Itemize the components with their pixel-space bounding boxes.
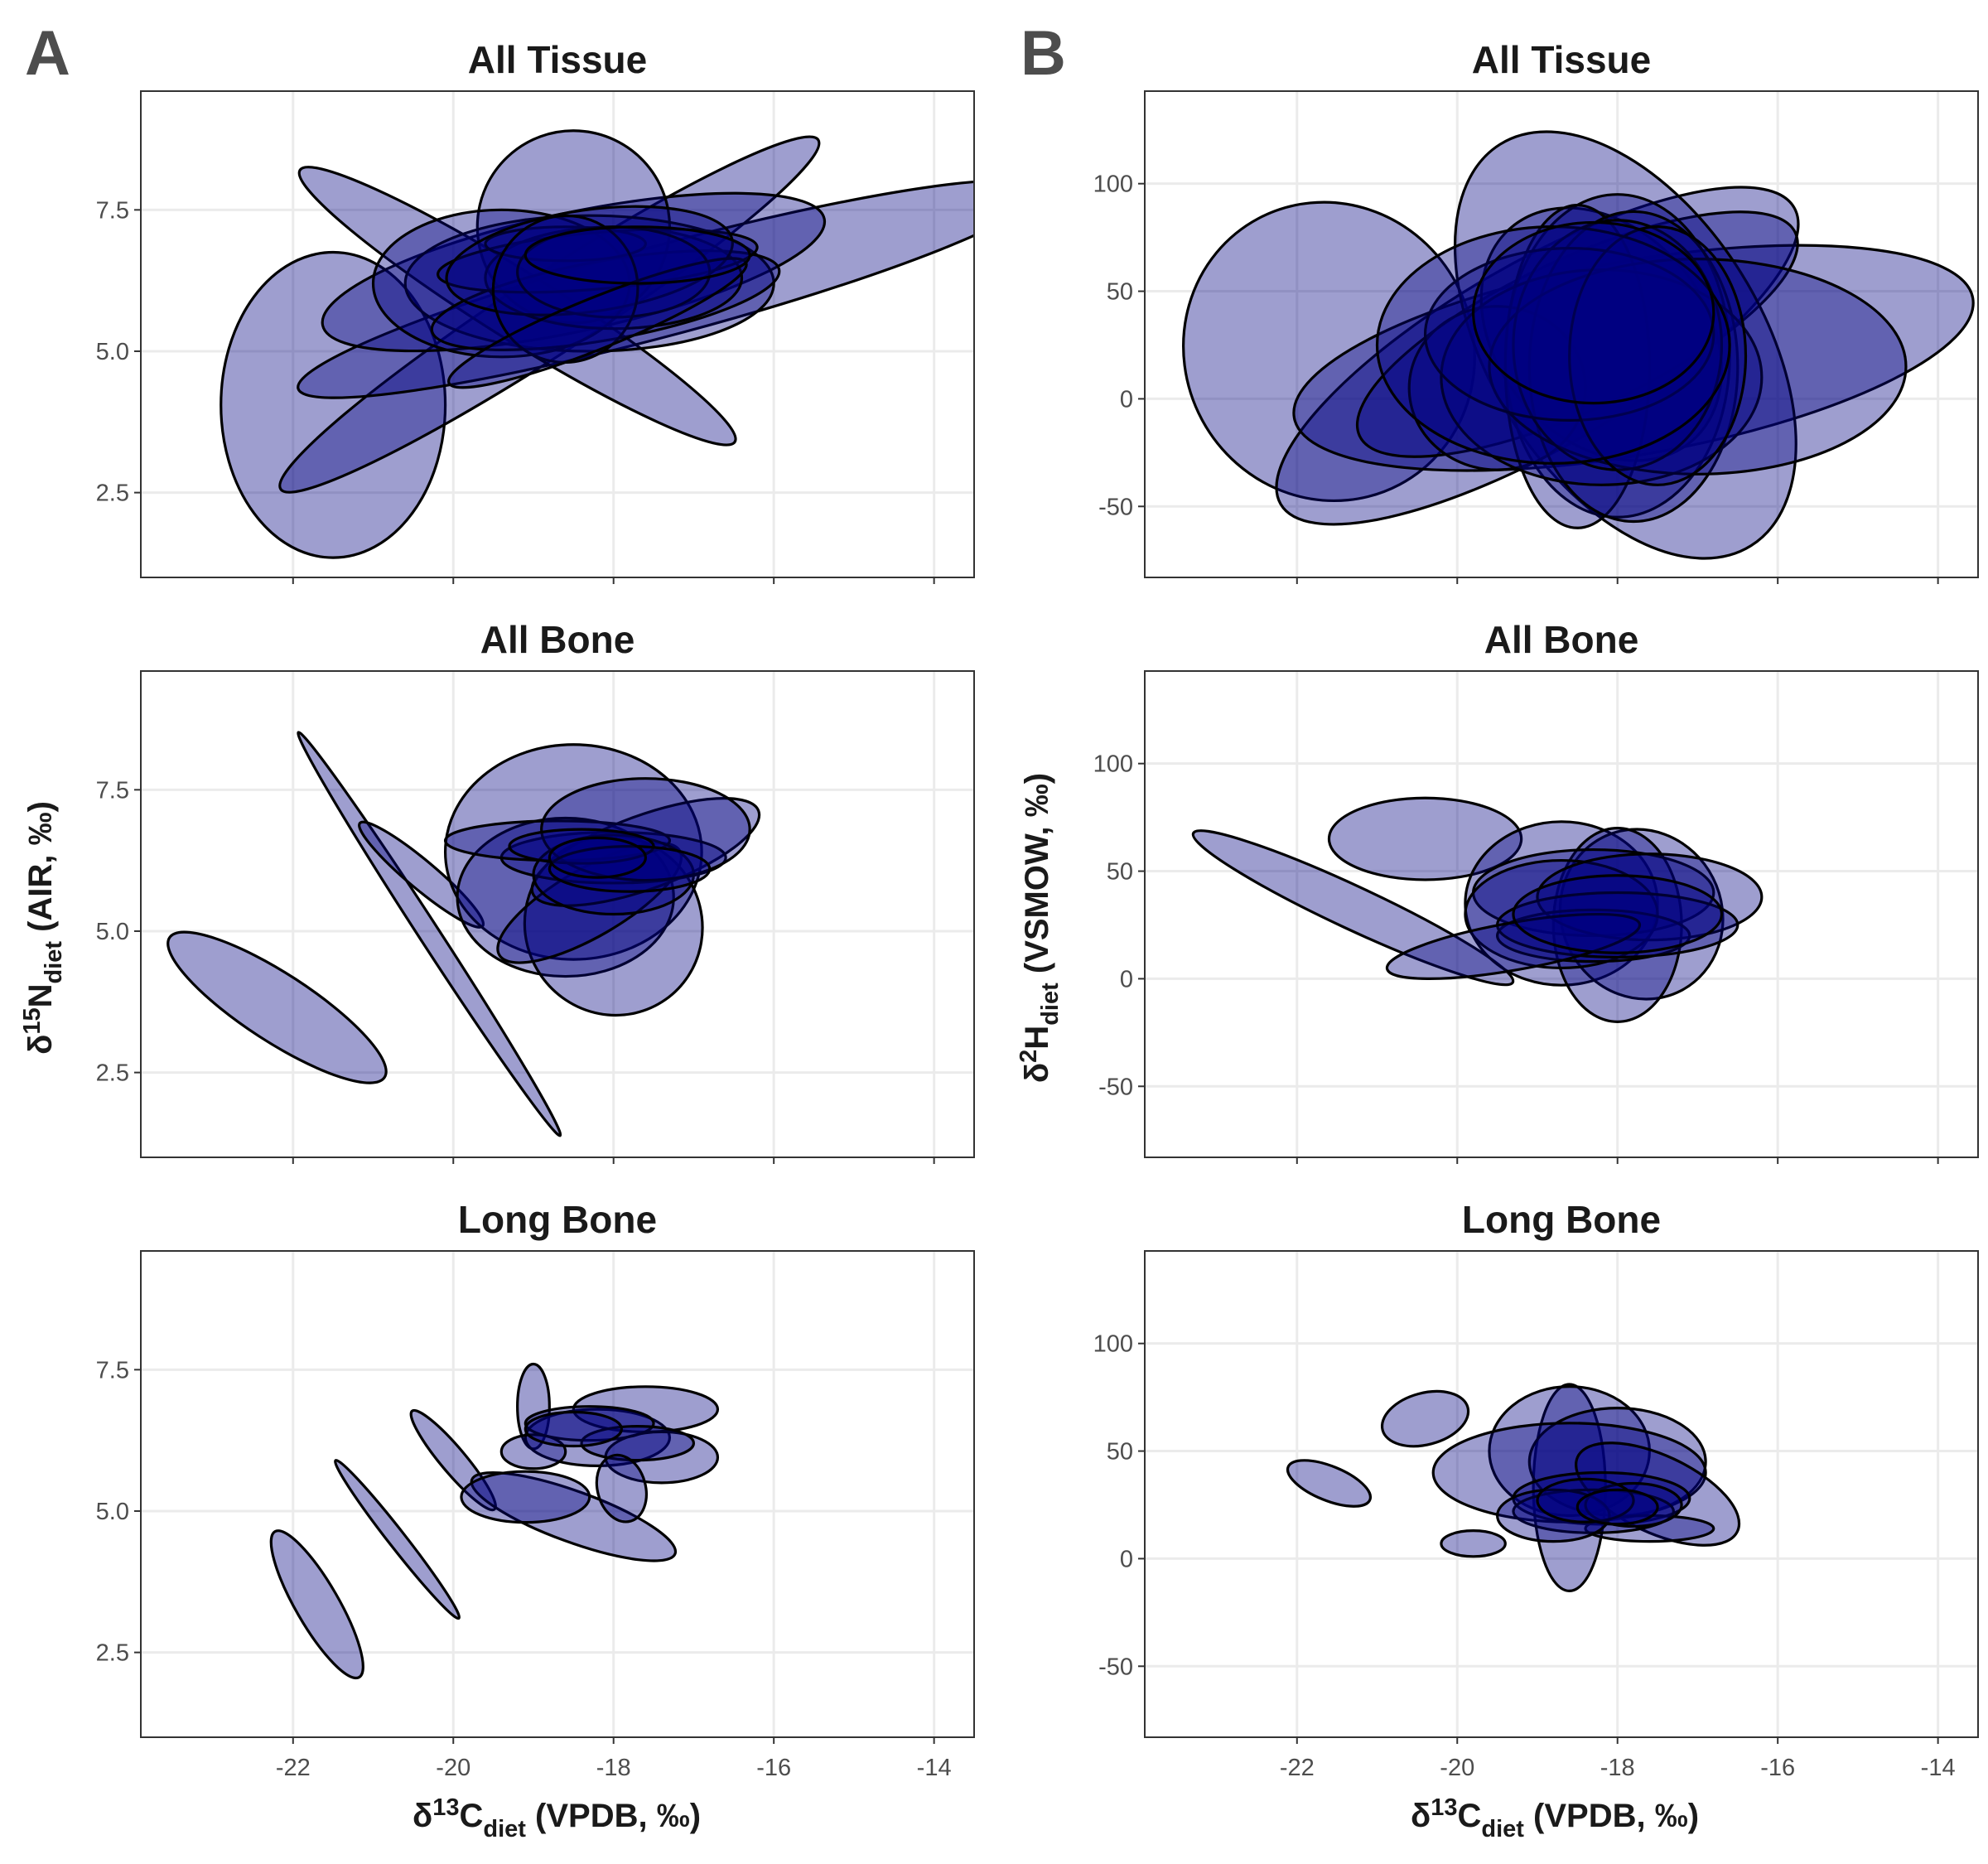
y-tick-label: 100 xyxy=(1093,171,1133,198)
ellipse-mark xyxy=(1584,1514,1715,1543)
panel-B-all-bone: All Bone -50 0 50 100 xyxy=(1093,618,1979,1164)
ellipse-mark xyxy=(1182,200,1476,503)
ellipse-layer xyxy=(1191,796,1764,1023)
ellipse-mark xyxy=(1440,1529,1507,1558)
y-tick-label: 7.5 xyxy=(96,1357,129,1384)
y-axis-title-right: δ2Hdiet (VSMOW, ‰) xyxy=(1016,773,1064,1083)
y-tick-label: 5.0 xyxy=(96,339,129,365)
y-tick-label: -50 xyxy=(1098,1654,1133,1680)
ellipse-mark xyxy=(524,1408,672,1467)
panel-A-all-tissue: All Tissue 2.5 5.0 7.5 xyxy=(96,38,975,584)
panel-label-b: B xyxy=(1021,18,1066,89)
y-tick-label: 0 xyxy=(1120,386,1133,413)
y-tick-label: 2.5 xyxy=(96,480,129,507)
ellipse-mark xyxy=(1385,912,1642,980)
x-tick-label: -14 xyxy=(917,1755,952,1781)
panel-title: All Tissue xyxy=(468,38,647,81)
ellipse-mark xyxy=(334,1459,461,1620)
x-tick-label: -22 xyxy=(1280,1755,1315,1781)
x-tick-label: -22 xyxy=(276,1755,311,1781)
ellipse-mark xyxy=(1380,1389,1470,1448)
panel-title: All Tissue xyxy=(1472,38,1651,81)
y-tick-label: -50 xyxy=(1098,1074,1133,1100)
y-tick-label: 5.0 xyxy=(96,1499,129,1525)
x-tick-label: -16 xyxy=(756,1755,791,1781)
x-tick-label: -18 xyxy=(1600,1755,1635,1781)
ellipse-mark xyxy=(460,1470,591,1524)
ellipse-mark xyxy=(580,1424,696,1462)
ellipse-layer xyxy=(220,129,974,559)
ellipse-mark xyxy=(166,930,388,1084)
ellipse-mark xyxy=(1327,796,1523,881)
ellipse-mark xyxy=(1503,204,1652,529)
ellipse-mark xyxy=(524,225,751,285)
y-tick-label: 7.5 xyxy=(96,197,129,224)
ellipse-mark xyxy=(269,1529,364,1680)
y-tick-label: 50 xyxy=(1107,859,1133,886)
y-tick-label: 7.5 xyxy=(96,777,129,804)
panel-frame xyxy=(1144,670,1979,1158)
panel-A-long-bone: Long Bone 2.5 5.0 7.5 -22 -20 -18 -16 -14 xyxy=(96,1198,975,1781)
panel-A-all-bone: All Bone 2.5 5.0 7.5 xyxy=(96,618,975,1164)
ellipse-mark xyxy=(409,1408,497,1512)
panel-frame xyxy=(1144,90,1979,578)
y-tick-label: 2.5 xyxy=(96,1060,129,1087)
y-tick-label: 50 xyxy=(1107,279,1133,306)
ellipse-mark xyxy=(595,1453,648,1524)
x-tick-label: -18 xyxy=(596,1755,631,1781)
x-tick-label: -16 xyxy=(1760,1755,1795,1781)
ellipse-mark xyxy=(524,1410,623,1448)
panel-title: All Bone xyxy=(480,618,635,661)
y-axis-title-left: δ15Ndiet (AIR, ‰) xyxy=(19,801,67,1055)
ellipse-layer xyxy=(269,1362,720,1680)
panel-label-a: A xyxy=(25,18,70,89)
y-tick-label: 5.0 xyxy=(96,919,129,945)
panel-title: Long Bone xyxy=(458,1198,657,1241)
y-tick-label: 50 xyxy=(1107,1439,1133,1466)
y-tick-label: 0 xyxy=(1120,1546,1133,1572)
panel-frame xyxy=(140,1250,975,1738)
ellipse-mark xyxy=(1568,225,1748,486)
panel-B-long-bone: Long Bone -50 0 50 100 -22 -20 -18 -16 -14 xyxy=(1093,1198,1979,1781)
y-tick-label: -50 xyxy=(1098,494,1133,520)
ellipse-mark xyxy=(1286,1459,1373,1508)
ellipse-mark xyxy=(540,777,751,882)
x-tick-label: -20 xyxy=(436,1755,470,1781)
panel-title: Long Bone xyxy=(1462,1198,1661,1241)
y-tick-label: 2.5 xyxy=(96,1640,129,1667)
x-tick-label: -20 xyxy=(1440,1755,1474,1781)
y-tick-label: 100 xyxy=(1093,1331,1133,1358)
panel-frame xyxy=(140,90,975,578)
y-tick-label: 0 xyxy=(1120,966,1133,992)
ellipse-mark xyxy=(470,1471,678,1562)
ellipse-mark xyxy=(1471,220,1715,405)
ellipse-mark xyxy=(1496,908,1691,963)
panel-frame xyxy=(140,670,975,1158)
ellipse-mark xyxy=(1575,1488,1659,1526)
ellipse-mark xyxy=(1191,829,1515,987)
ellipse-mark xyxy=(1512,874,1724,954)
x-tick-label: -14 xyxy=(1921,1755,1956,1781)
ellipse-mark xyxy=(1292,244,1975,472)
y-tick-label: 100 xyxy=(1093,751,1133,778)
ellipse-mark xyxy=(1479,206,1724,462)
panel-title: All Bone xyxy=(1484,618,1639,661)
ellipse-mark xyxy=(220,250,447,559)
panel-frame xyxy=(1144,1250,1979,1738)
ellipse-mark xyxy=(548,844,712,893)
panel-B-all-tissue: All Tissue -50 0 50 100 xyxy=(1093,38,1979,584)
ellipse-mark xyxy=(548,836,648,879)
ellipse-layer xyxy=(1286,1383,1741,1592)
ellipse-layer xyxy=(1182,130,1975,560)
ellipse-mark xyxy=(297,179,974,399)
x-axis-title-left: δ13Cdiet (VPDB, ‰) xyxy=(413,1794,701,1842)
x-axis-title-right: δ13Cdiet (VPDB, ‰) xyxy=(1411,1794,1699,1842)
ellipse-layer xyxy=(166,731,761,1137)
